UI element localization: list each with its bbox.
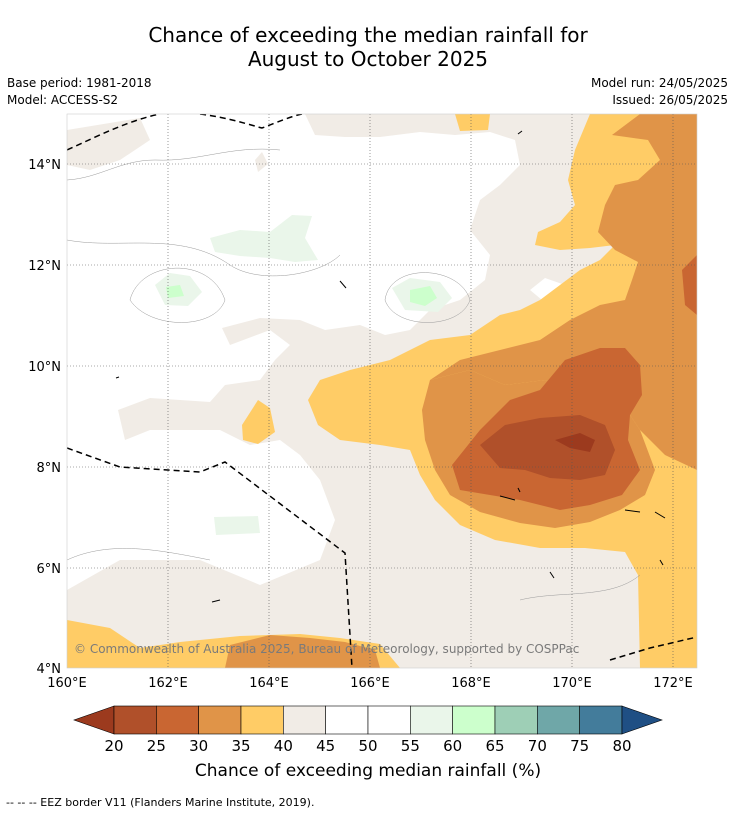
lat-label-4n: 4°N xyxy=(37,662,62,677)
colorbar-tick-label: 40 xyxy=(274,737,293,755)
colorbar-segment xyxy=(156,705,199,735)
colorbar-segment xyxy=(240,705,284,735)
colorbar-segment xyxy=(494,705,538,735)
lon-label-162e: 162°E xyxy=(148,676,188,691)
lon-label-170e: 170°E xyxy=(552,676,592,691)
rainfall-probability-field xyxy=(67,114,697,668)
colorbar-tick-label: 60 xyxy=(443,737,462,755)
colorbar-tick-label: 70 xyxy=(528,737,547,755)
colorbar-segment xyxy=(452,705,496,735)
islands xyxy=(115,130,666,603)
lon-label-166e: 166°E xyxy=(350,676,390,691)
map-title-line2: August to October 2025 xyxy=(247,47,489,71)
lon-label-164e: 164°E xyxy=(249,676,289,691)
colorbar-tick-label: 50 xyxy=(358,737,377,755)
colorbar-tick-label: 75 xyxy=(570,737,589,755)
colorbar-segment xyxy=(113,705,157,735)
lon-label-168e: 168°E xyxy=(451,676,491,691)
model-run-label: Model run: 24/05/2025 xyxy=(590,76,728,90)
colorbar-segment xyxy=(579,705,623,735)
issued-label: Issued: 26/05/2025 xyxy=(612,93,728,107)
lat-label-6n: 6°N xyxy=(37,562,62,577)
base-period-label: Base period: 1981-2018 xyxy=(7,76,152,90)
lon-label-172e: 172°E xyxy=(653,676,693,691)
graticule xyxy=(67,114,697,668)
model-label: Model: ACCESS-S2 xyxy=(7,93,119,107)
colorbar-tick-label: 45 xyxy=(316,737,335,755)
copyright-notice: © Commonwealth of Australia 2025, Bureau… xyxy=(74,642,579,656)
colorbar-tick-label: 25 xyxy=(147,737,166,755)
lat-label-8n: 8°N xyxy=(37,461,62,476)
colorbar-segment xyxy=(367,705,411,735)
lon-label-160e: 160°E xyxy=(47,676,87,691)
colorbar-segment xyxy=(325,705,369,735)
colorbar-extend-low xyxy=(73,705,115,735)
map-title-line1: Chance of exceeding the median rainfall … xyxy=(148,23,588,47)
colorbar-title: Chance of exceeding median rainfall (%) xyxy=(194,761,542,781)
colorbar-segment xyxy=(283,705,326,735)
colorbar-tick-label: 20 xyxy=(104,737,123,755)
colorbar-tick-label: 55 xyxy=(401,737,420,755)
lat-label-10n: 10°N xyxy=(28,360,61,375)
lat-label-14n: 14°N xyxy=(28,158,61,173)
colorbar-segment xyxy=(198,705,242,735)
colorbar-tick-label: 65 xyxy=(485,737,504,755)
eez-footnote: -- -- -- EEZ border V11 (Flanders Marine… xyxy=(6,796,315,809)
colorbar-extend-high xyxy=(621,705,663,735)
colorbar: 20 25 30 35 40 45 50 55 60 65 70 75 80 xyxy=(73,705,663,755)
colorbar-segment xyxy=(410,705,453,735)
colorbar-segment xyxy=(537,705,580,735)
colorbar-tick-label: 80 xyxy=(612,737,631,755)
map-frame xyxy=(66,113,698,669)
lat-label-12n: 12°N xyxy=(28,259,61,274)
colorbar-tick-label: 35 xyxy=(231,737,250,755)
colorbar-tick-label: 30 xyxy=(189,737,208,755)
eez-border xyxy=(67,114,697,668)
